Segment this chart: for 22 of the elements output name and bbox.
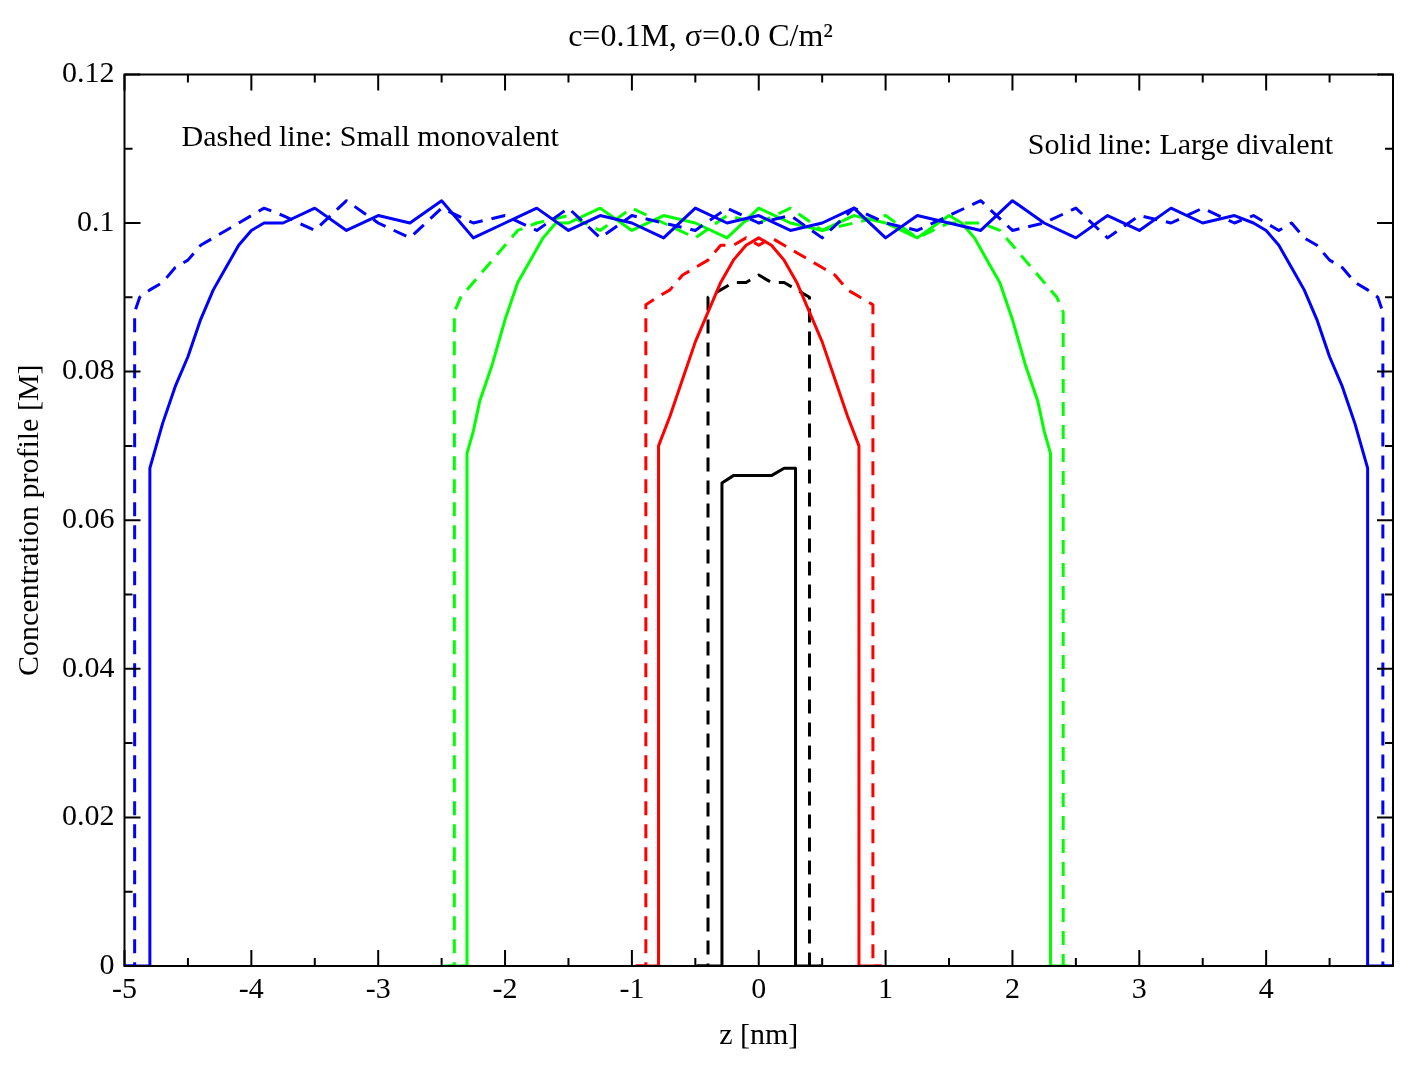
x-tick-label: 0	[751, 970, 767, 1004]
y-tick-label: 0.02	[62, 798, 115, 832]
x-tick-label: -1	[619, 970, 645, 1004]
x-tick-label: 2	[1004, 970, 1020, 1004]
x-tick-label: 4	[1258, 970, 1274, 1004]
y-tick-label: 0	[99, 946, 115, 980]
x-tick-label: -3	[365, 970, 391, 1004]
y-tick-label: 0.1	[77, 203, 115, 237]
x-tick-label: -4	[238, 970, 264, 1004]
x-axis-title: z [nm]	[719, 1016, 799, 1050]
chart-title: c=0.1M, σ=0.0 C/m²	[568, 16, 833, 53]
x-tick-label: -2	[492, 970, 518, 1004]
y-axis-title: Concentration profile [M]	[10, 364, 44, 676]
y-tick-label: 0.04	[62, 649, 115, 683]
x-tick-label: 1	[878, 970, 894, 1004]
x-tick-label: -5	[112, 970, 137, 1004]
y-tick-label: 0.08	[62, 352, 115, 386]
annotation: Solid line: Large divalent	[1027, 127, 1334, 161]
y-tick-label: 0.06	[62, 501, 115, 535]
x-tick-label: 3	[1131, 970, 1147, 1004]
y-tick-label: 0.12	[62, 55, 115, 89]
annotation: Dashed line: Small monovalent	[181, 119, 560, 153]
